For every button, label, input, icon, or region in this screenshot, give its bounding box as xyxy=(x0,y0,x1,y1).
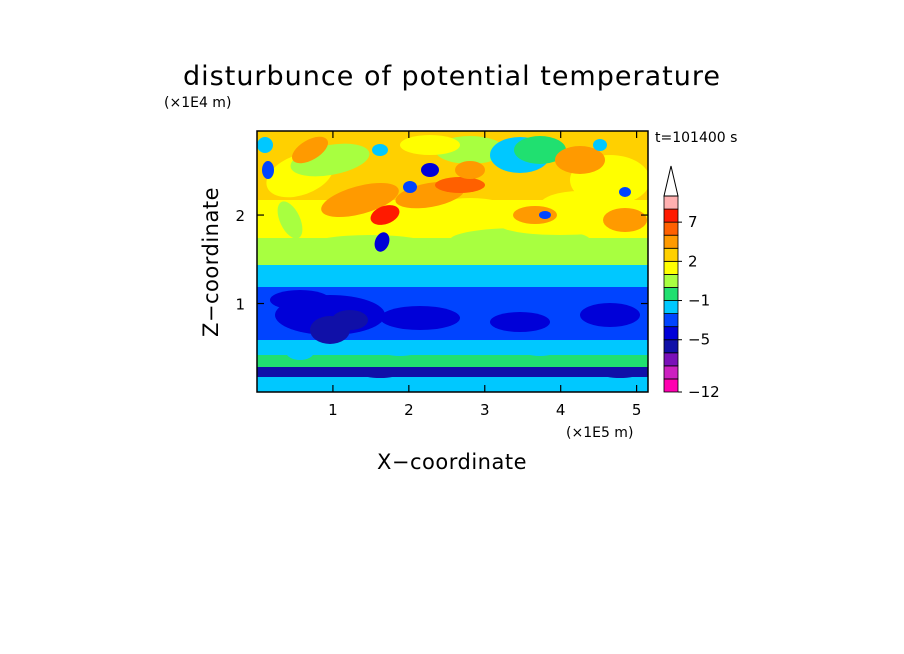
colorbar-tick-label: −5 xyxy=(688,331,710,349)
colorbar-swatch xyxy=(663,326,679,341)
contour-cell xyxy=(455,161,485,179)
plot-frame xyxy=(256,130,649,393)
contour-field xyxy=(257,131,648,392)
contour-cell xyxy=(277,201,303,239)
contour-cell xyxy=(593,139,607,151)
contour-cell xyxy=(291,136,329,164)
contour-cell xyxy=(514,136,566,164)
colorbar-swatch xyxy=(663,221,679,236)
contour-cell xyxy=(380,344,420,356)
y-tick-label: 2 xyxy=(235,207,245,225)
x-axis-ticks: 1 2 3 4 5 xyxy=(328,131,641,419)
colorbar-swatch xyxy=(663,300,679,314)
contour-cell xyxy=(332,310,368,330)
colorbar-swatch xyxy=(663,234,679,249)
y-tick-label: 1 xyxy=(235,296,245,314)
x-tick-label: 1 xyxy=(328,401,338,419)
contour-cell xyxy=(450,369,490,377)
contour-cell xyxy=(310,235,430,255)
contour-cell xyxy=(490,312,550,332)
contour-cell xyxy=(602,370,638,378)
contour-cell xyxy=(421,163,439,177)
colorbar-swatch xyxy=(663,313,679,328)
x-tick-label: 4 xyxy=(556,401,566,419)
colorbar-tick-label: −12 xyxy=(688,383,720,401)
contour-cell xyxy=(522,344,558,356)
contour-cell xyxy=(257,137,273,153)
colorbar-swatch xyxy=(663,378,679,393)
contour-cell xyxy=(430,198,510,222)
colorbar-swatch xyxy=(663,195,679,210)
contour-cell xyxy=(400,135,460,155)
x-tick-label: 5 xyxy=(632,401,642,419)
colorbar-swatch xyxy=(663,247,679,262)
colorbar-swatch xyxy=(663,287,679,301)
contour-band-cyan xyxy=(257,265,648,287)
colorbar-swatch xyxy=(663,260,679,275)
chart-title: disturbunce of potential temperature xyxy=(183,61,721,92)
colorbar-tick-label: 7 xyxy=(688,213,698,231)
contour-cell xyxy=(321,182,399,218)
contour-band-cyan-bottom xyxy=(257,377,648,392)
contour-cell xyxy=(580,303,640,327)
contour-cell xyxy=(539,211,551,219)
contour-cell xyxy=(603,208,647,232)
contour-cell xyxy=(362,370,398,378)
contour-cell xyxy=(555,146,605,174)
contour-cell xyxy=(403,181,417,193)
contour-cell xyxy=(262,161,274,179)
contour-cell xyxy=(372,144,388,156)
contour-cell xyxy=(270,290,330,310)
contour-cell xyxy=(370,205,400,225)
colorbar-swatch xyxy=(663,339,679,354)
colorbar-tick-label: −1 xyxy=(688,292,710,310)
contour-cell xyxy=(619,187,631,197)
y-unit-label: (×1E4 m) xyxy=(164,95,231,111)
colorbar-extend-arrow xyxy=(663,165,679,197)
colorbar-swatch xyxy=(663,273,679,288)
contour-cell xyxy=(374,232,390,252)
x-tick-label: 3 xyxy=(480,401,490,419)
contour-cell xyxy=(538,367,582,377)
x-tick-label: 2 xyxy=(404,401,414,419)
contour-cell xyxy=(540,191,620,219)
colorbar-swatch xyxy=(663,365,679,380)
colorbar-tick-label: 2 xyxy=(688,252,698,270)
contour-cell xyxy=(380,306,460,330)
y-axis-ticks: 12 xyxy=(235,207,648,314)
plot-area xyxy=(257,131,648,392)
colorbar-swatch xyxy=(663,208,679,223)
x-unit-label: (×1E5 m) xyxy=(566,425,633,441)
contour-cell xyxy=(435,177,485,193)
x-axis-label: X−coordinate xyxy=(377,450,527,474)
contour-cell xyxy=(286,344,314,360)
y-axis-label: Z−coordinate xyxy=(199,187,223,337)
colorbar: 7 2 −1 −5 −12 xyxy=(663,165,720,401)
time-label: t=101400 s xyxy=(655,130,737,146)
contour-cell xyxy=(275,367,325,377)
contour-cell xyxy=(513,206,557,224)
colorbar-swatch xyxy=(663,352,679,367)
